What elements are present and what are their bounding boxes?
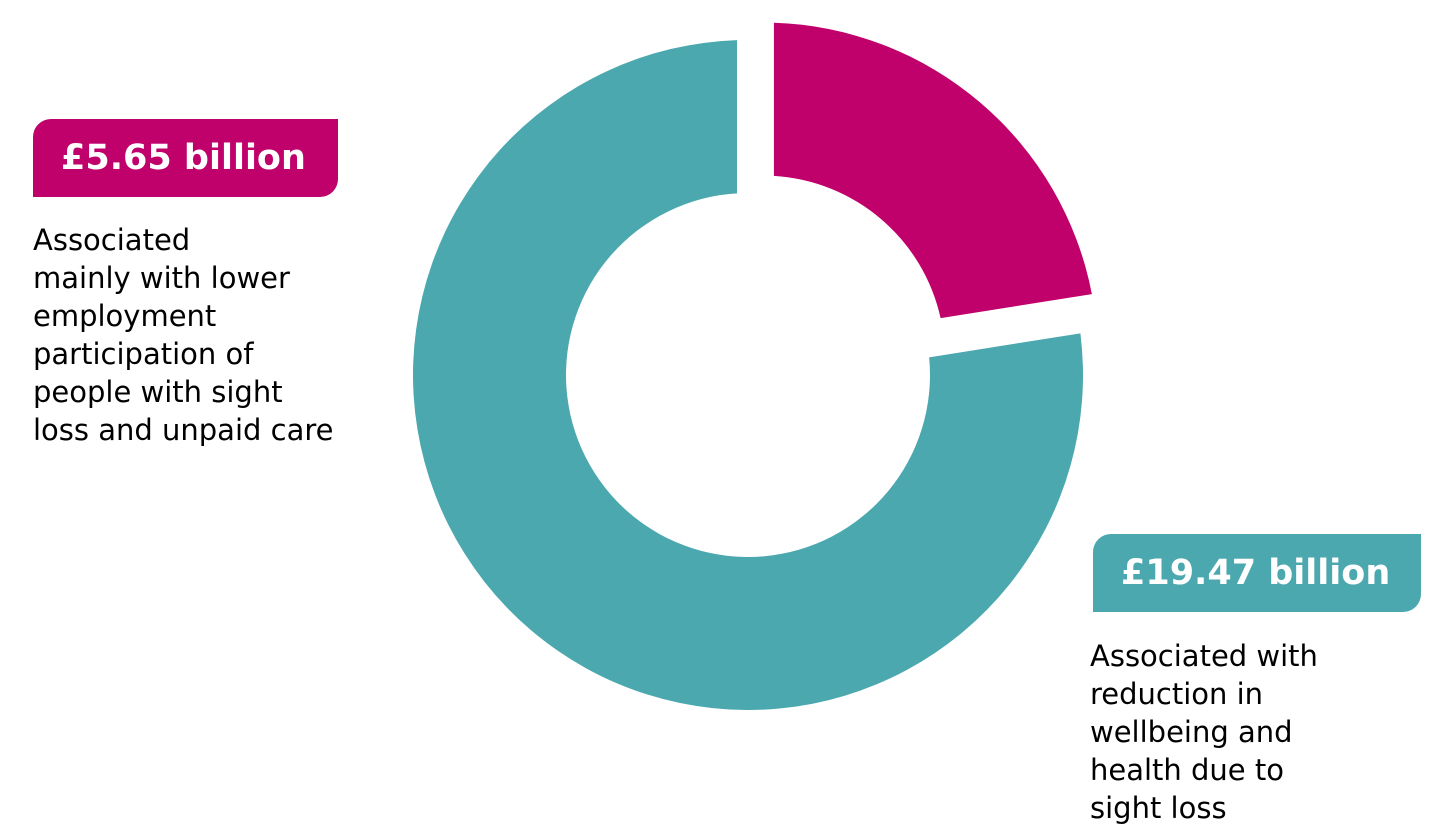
description-lower-employment: Associated mainly with lower employment … — [33, 223, 334, 447]
slice-lower-employment — [773, 22, 1092, 319]
description-wellbeing-health: Associated with reduction in wellbeing a… — [1090, 639, 1318, 825]
slice-wellbeing-health — [413, 40, 1084, 710]
value-badge-lower-employment: £5.65 billion — [33, 119, 338, 197]
value-badge-wellbeing-health: £19.47 billion — [1093, 534, 1421, 612]
